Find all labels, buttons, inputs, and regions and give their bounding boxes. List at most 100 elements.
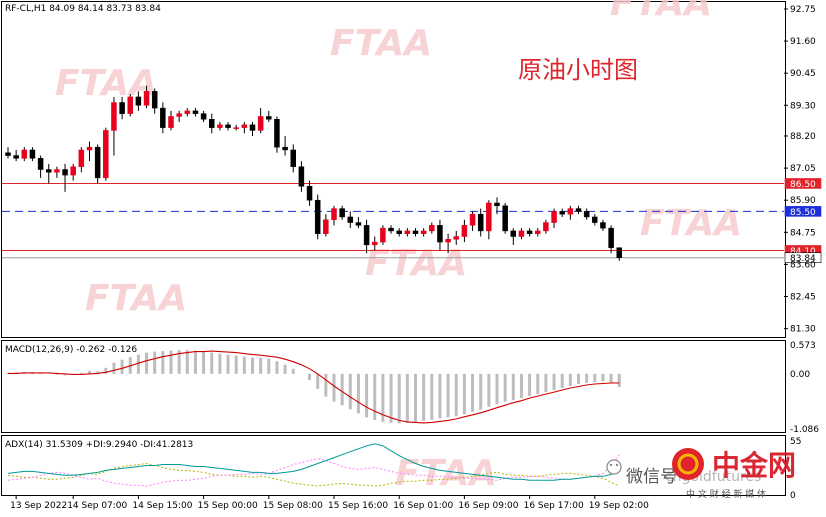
candle-body: [567, 208, 574, 215]
candlesticks: [5, 85, 622, 261]
candle: [331, 205, 337, 226]
candle-body: [592, 216, 598, 223]
watermark-text: FTAA: [610, 0, 712, 24]
candle-body: [217, 124, 223, 128]
price-tick-label: 81.30: [790, 325, 816, 335]
candle: [160, 102, 166, 134]
candle-body: [477, 213, 484, 232]
candle: [184, 108, 191, 117]
candle: [535, 228, 541, 237]
candle-body: [616, 247, 622, 258]
candle: [502, 203, 508, 234]
candle-body: [543, 222, 549, 232]
candle: [388, 225, 394, 234]
candle-body: [535, 230, 541, 234]
time-tick-label: 14 Sep 07:00: [67, 501, 127, 511]
candle-body: [608, 227, 614, 248]
price-tick-label: 90.45: [790, 69, 816, 79]
candle-body: [453, 236, 459, 240]
time-tick-label: 15 Sep 08:00: [263, 501, 323, 511]
macd-label: MACD(12,26,9) -0.262 -0.126: [5, 345, 137, 355]
candle: [551, 208, 557, 229]
wechat-text: 微信号: [626, 467, 677, 487]
candle-body: [274, 119, 280, 148]
watermark-text: FTAA: [365, 243, 467, 284]
watermark-text: FTAA: [55, 63, 157, 104]
candle: [559, 208, 565, 217]
macd-tick-label: 0.573: [790, 341, 816, 351]
candle-body: [306, 186, 313, 201]
candle: [396, 228, 402, 237]
time-tick-label: 15 Sep 00:00: [198, 501, 258, 511]
candle: [192, 108, 199, 117]
candle: [217, 122, 223, 131]
adx-panel-frame: [1, 435, 786, 496]
candle: [266, 110, 272, 123]
time-tick-label: 13 Sep 2022: [10, 501, 67, 511]
candle-body: [37, 158, 44, 170]
candle: [355, 216, 362, 229]
candle: [583, 208, 590, 220]
candle: [257, 108, 264, 134]
candle: [404, 228, 411, 237]
candle-body: [420, 230, 427, 234]
time-tick-label: 19 Sep 02:00: [589, 501, 649, 511]
candle-body: [396, 230, 402, 234]
candle-body: [168, 116, 174, 128]
level-badge: [784, 178, 822, 189]
candle-body: [461, 225, 468, 237]
wechat-icon: [606, 459, 622, 475]
price-tick-label: 83.60: [790, 260, 816, 270]
candle-body: [249, 124, 256, 131]
candle-body: [323, 219, 329, 234]
wechat-icon-eye-2: [615, 463, 619, 467]
candle: [486, 200, 492, 240]
candle-body: [355, 222, 362, 226]
candle: [103, 127, 109, 181]
candle-body: [510, 230, 517, 237]
branding: 微信号 cngoldfutures 中金网 中 文 财 经 新 媒 体: [606, 448, 796, 500]
adx-axis: 55 0: [790, 437, 801, 501]
candle: [37, 155, 44, 178]
candle-body: [314, 199, 321, 234]
candle: [461, 219, 468, 243]
candle: [290, 144, 296, 173]
candle-body: [575, 208, 582, 212]
candle-body: [429, 225, 435, 232]
candle-body: [257, 116, 264, 131]
candle-body: [46, 169, 52, 173]
candle-body: [160, 107, 166, 128]
level-label: 86.50: [790, 180, 816, 190]
candle-body: [86, 146, 93, 151]
candle: [225, 122, 231, 131]
candle-body: [526, 230, 533, 234]
candle-body: [363, 225, 370, 246]
candle-body: [200, 113, 207, 120]
candle-body: [135, 96, 142, 106]
candle: [249, 122, 256, 136]
symbol-header: RF-CL,H1 84.09 84.14 83.73 83.84: [5, 4, 161, 14]
time-tick-label: 16 Sep 01:00: [393, 501, 453, 511]
candle-body: [127, 96, 133, 114]
candle: [119, 96, 125, 120]
candle-body: [494, 202, 500, 207]
candle-body: [54, 169, 60, 173]
candle: [420, 228, 427, 237]
candle: [323, 214, 329, 237]
candle: [151, 88, 158, 114]
candle: [54, 166, 60, 178]
candle: [176, 110, 182, 123]
time-tick-label: 15 Sep 16:00: [328, 501, 388, 511]
candle: [86, 141, 93, 162]
candle: [380, 225, 386, 245]
gold-logo-icon: [672, 448, 704, 480]
candle: [127, 94, 133, 117]
main-panel-frame: [1, 1, 786, 338]
time-tick-label: 14 Sep 15:00: [132, 501, 192, 511]
candle-body: [241, 124, 248, 128]
candle: [274, 116, 280, 153]
candle-body: [290, 149, 296, 167]
candle: [347, 211, 354, 229]
price-tick-label: 87.05: [790, 164, 816, 174]
adx-lines: [7, 443, 620, 487]
